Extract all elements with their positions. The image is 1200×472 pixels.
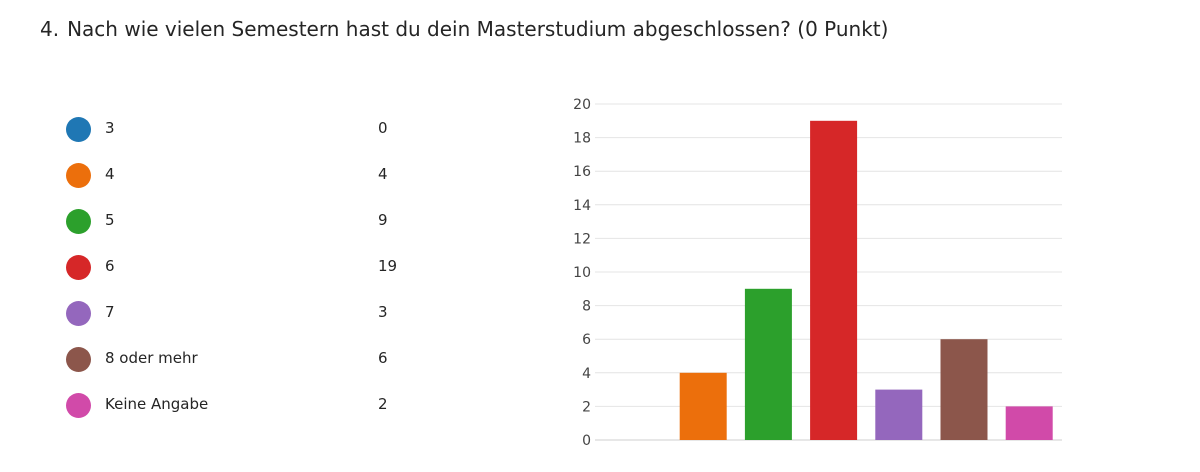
bar[interactable] xyxy=(744,288,792,440)
y-tick-label: 8 xyxy=(582,299,591,315)
legend-count: 0 xyxy=(378,119,388,137)
bar[interactable] xyxy=(1005,406,1053,440)
bar[interactable] xyxy=(679,372,727,440)
legend-item: Keine Angabe 2 xyxy=(66,393,406,439)
legend-label: 6 xyxy=(105,257,115,275)
legend-label: 5 xyxy=(105,211,115,229)
legend-swatch xyxy=(66,117,91,142)
legend-swatch xyxy=(66,255,91,280)
legend-count: 3 xyxy=(378,303,388,321)
y-tick-label: 10 xyxy=(573,265,591,281)
legend-item: 6 19 xyxy=(66,255,406,301)
y-tick-label: 0 xyxy=(582,433,591,449)
legend-swatch xyxy=(66,301,91,326)
legend-label: 7 xyxy=(105,303,115,321)
question-number: 4. xyxy=(40,17,60,41)
y-tick-label: 12 xyxy=(573,231,591,247)
legend-count: 19 xyxy=(378,257,398,275)
legend-swatch xyxy=(66,209,91,234)
legend-count: 9 xyxy=(378,211,388,229)
y-tick-label: 4 xyxy=(582,366,591,382)
y-tick-label: 18 xyxy=(573,131,591,147)
bar[interactable] xyxy=(810,120,858,441)
y-tick-label: 2 xyxy=(582,399,591,415)
legend-item: 8 oder mehr 6 xyxy=(66,347,406,393)
legend-item: 3 0 xyxy=(66,117,406,163)
legend-count: 6 xyxy=(378,349,388,367)
legend-count: 2 xyxy=(378,395,388,413)
question-text: Nach wie vielen Semestern hast du dein M… xyxy=(67,17,889,41)
legend-count: 4 xyxy=(378,165,388,183)
y-tick-label: 16 xyxy=(573,164,591,180)
legend-swatch xyxy=(66,347,91,372)
bar-chart: 0 2 4 6 8 10 12 14 16 18 20 xyxy=(573,97,1062,449)
legend-swatch xyxy=(66,393,91,418)
question-title: 4. Nach wie vielen Semestern hast du dein… xyxy=(40,17,888,41)
legend-item: 7 3 xyxy=(66,301,406,347)
chart-legend: 3 0 4 4 5 9 6 19 7 3 8 oder mehr 6 Keine… xyxy=(66,117,406,439)
bar[interactable] xyxy=(940,339,988,440)
legend-label: 3 xyxy=(105,119,115,137)
y-tick-label: 6 xyxy=(582,332,591,348)
bar[interactable] xyxy=(875,389,923,440)
legend-item: 5 9 xyxy=(66,209,406,255)
legend-label: 4 xyxy=(105,165,115,183)
y-tick-label: 20 xyxy=(573,97,591,113)
legend-label: 8 oder mehr xyxy=(105,349,198,367)
legend-label: Keine Angabe xyxy=(105,395,209,413)
legend-item: 4 4 xyxy=(66,163,406,209)
legend-swatch xyxy=(66,163,91,188)
y-tick-label: 14 xyxy=(573,198,591,214)
